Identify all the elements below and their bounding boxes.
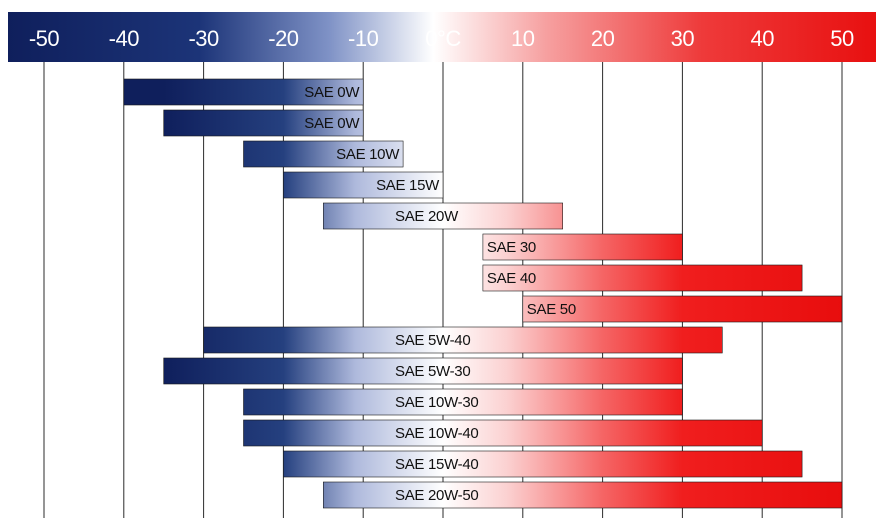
bar-label: SAE 30 <box>487 239 536 256</box>
range-bar <box>243 419 763 447</box>
bar-label: SAE 50 <box>527 301 576 318</box>
bar-row: SAE 5W-40 <box>203 326 723 354</box>
bar-label: SAE 15W-40 <box>395 456 478 473</box>
bar-label: SAE 40 <box>487 270 536 287</box>
range-bar <box>123 78 364 106</box>
range-bar <box>482 233 683 261</box>
bar-row: SAE 0W <box>163 109 364 137</box>
range-bar <box>322 481 843 509</box>
bar-label: SAE 5W-40 <box>395 332 470 349</box>
bar-label: SAE 20W <box>395 208 459 225</box>
bar-row: SAE 50 <box>522 295 843 323</box>
x-tick-label: -20 <box>268 26 299 51</box>
range-bar <box>163 357 683 385</box>
x-tick-label: -40 <box>109 26 140 51</box>
axis-band <box>8 12 876 62</box>
range-bar <box>243 388 683 416</box>
x-axis-ticks: -50 -40 -30 -20 -10 0°C 10 20 30 40 50 <box>29 26 855 51</box>
bar-row: SAE 10W-40 <box>243 419 763 447</box>
bar-label: SAE 10W <box>336 146 400 163</box>
bar-row: SAE 15W <box>283 171 444 199</box>
range-bar <box>163 109 364 137</box>
bar-label: SAE 20W-50 <box>395 487 478 504</box>
range-bar <box>322 202 563 230</box>
range-bar <box>283 450 803 478</box>
bars: SAE 0W SAE 0W SAE 10W SAE 15W SAE 20W SAE 30 S… <box>123 78 843 509</box>
x-tick-label: 50 <box>830 26 854 51</box>
bar-label: SAE 15W <box>376 177 440 194</box>
x-tick-label: 30 <box>671 26 695 51</box>
bar-row: SAE 0W <box>123 78 364 106</box>
bar-label: SAE 10W-40 <box>395 425 478 442</box>
range-bar <box>203 326 723 354</box>
x-tick-label: 40 <box>750 26 774 51</box>
x-tick-label: -50 <box>29 26 60 51</box>
bar-row: SAE 30 <box>482 233 683 261</box>
range-bar <box>482 264 803 292</box>
bar-label: SAE 5W-30 <box>395 363 470 380</box>
bar-row: SAE 15W-40 <box>283 450 803 478</box>
range-bar <box>522 295 843 323</box>
x-tick-label: -10 <box>348 26 379 51</box>
range-bar <box>283 171 444 199</box>
bar-row: SAE 20W-50 <box>322 481 843 509</box>
x-tick-label: 10 <box>511 26 535 51</box>
bar-row: SAE 10W <box>243 140 404 168</box>
x-tick-label: 20 <box>591 26 615 51</box>
range-bar <box>243 140 404 168</box>
bar-label: SAE 0W <box>304 84 360 101</box>
bar-label: SAE 0W <box>304 115 360 132</box>
bar-label: SAE 10W-30 <box>395 394 478 411</box>
bar-row: SAE 5W-30 <box>163 357 683 385</box>
x-tick-label: 0°C <box>425 26 461 51</box>
x-tick-label: -30 <box>188 26 219 51</box>
bar-row: SAE 40 <box>482 264 803 292</box>
bar-row: SAE 20W <box>322 202 563 230</box>
bar-row: SAE 10W-30 <box>243 388 683 416</box>
